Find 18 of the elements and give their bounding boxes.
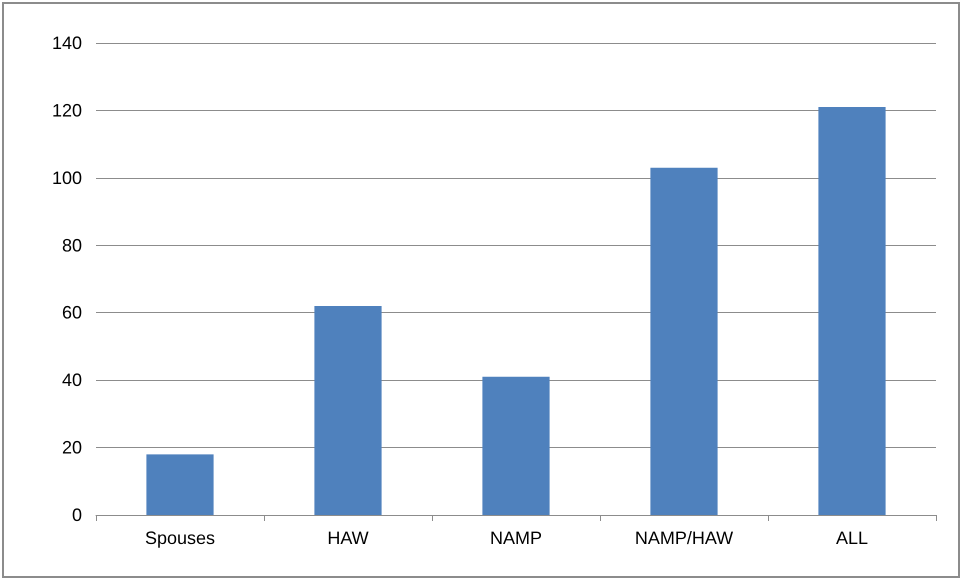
x-tick-label: ALL xyxy=(836,528,868,548)
bar xyxy=(818,107,886,515)
y-tick-label: 120 xyxy=(52,100,82,120)
y-tick-label: 100 xyxy=(52,168,82,188)
bar xyxy=(146,454,214,515)
x-tick-label: Spouses xyxy=(144,528,216,548)
x-tick-label: HAW xyxy=(327,528,369,548)
x-tick-label: NAMP xyxy=(490,528,542,548)
y-tick-label: 20 xyxy=(62,438,82,458)
x-tick-label: NAMP/HAW xyxy=(634,528,734,548)
y-tick-label: 140 xyxy=(52,33,82,53)
y-tick-label: 80 xyxy=(62,235,82,256)
bar xyxy=(650,168,718,515)
bar xyxy=(482,376,550,515)
y-tick-label: 60 xyxy=(62,302,82,323)
y-tick-label: 40 xyxy=(62,370,82,390)
y-tick-label: 0 xyxy=(72,505,82,525)
bar xyxy=(314,306,382,515)
